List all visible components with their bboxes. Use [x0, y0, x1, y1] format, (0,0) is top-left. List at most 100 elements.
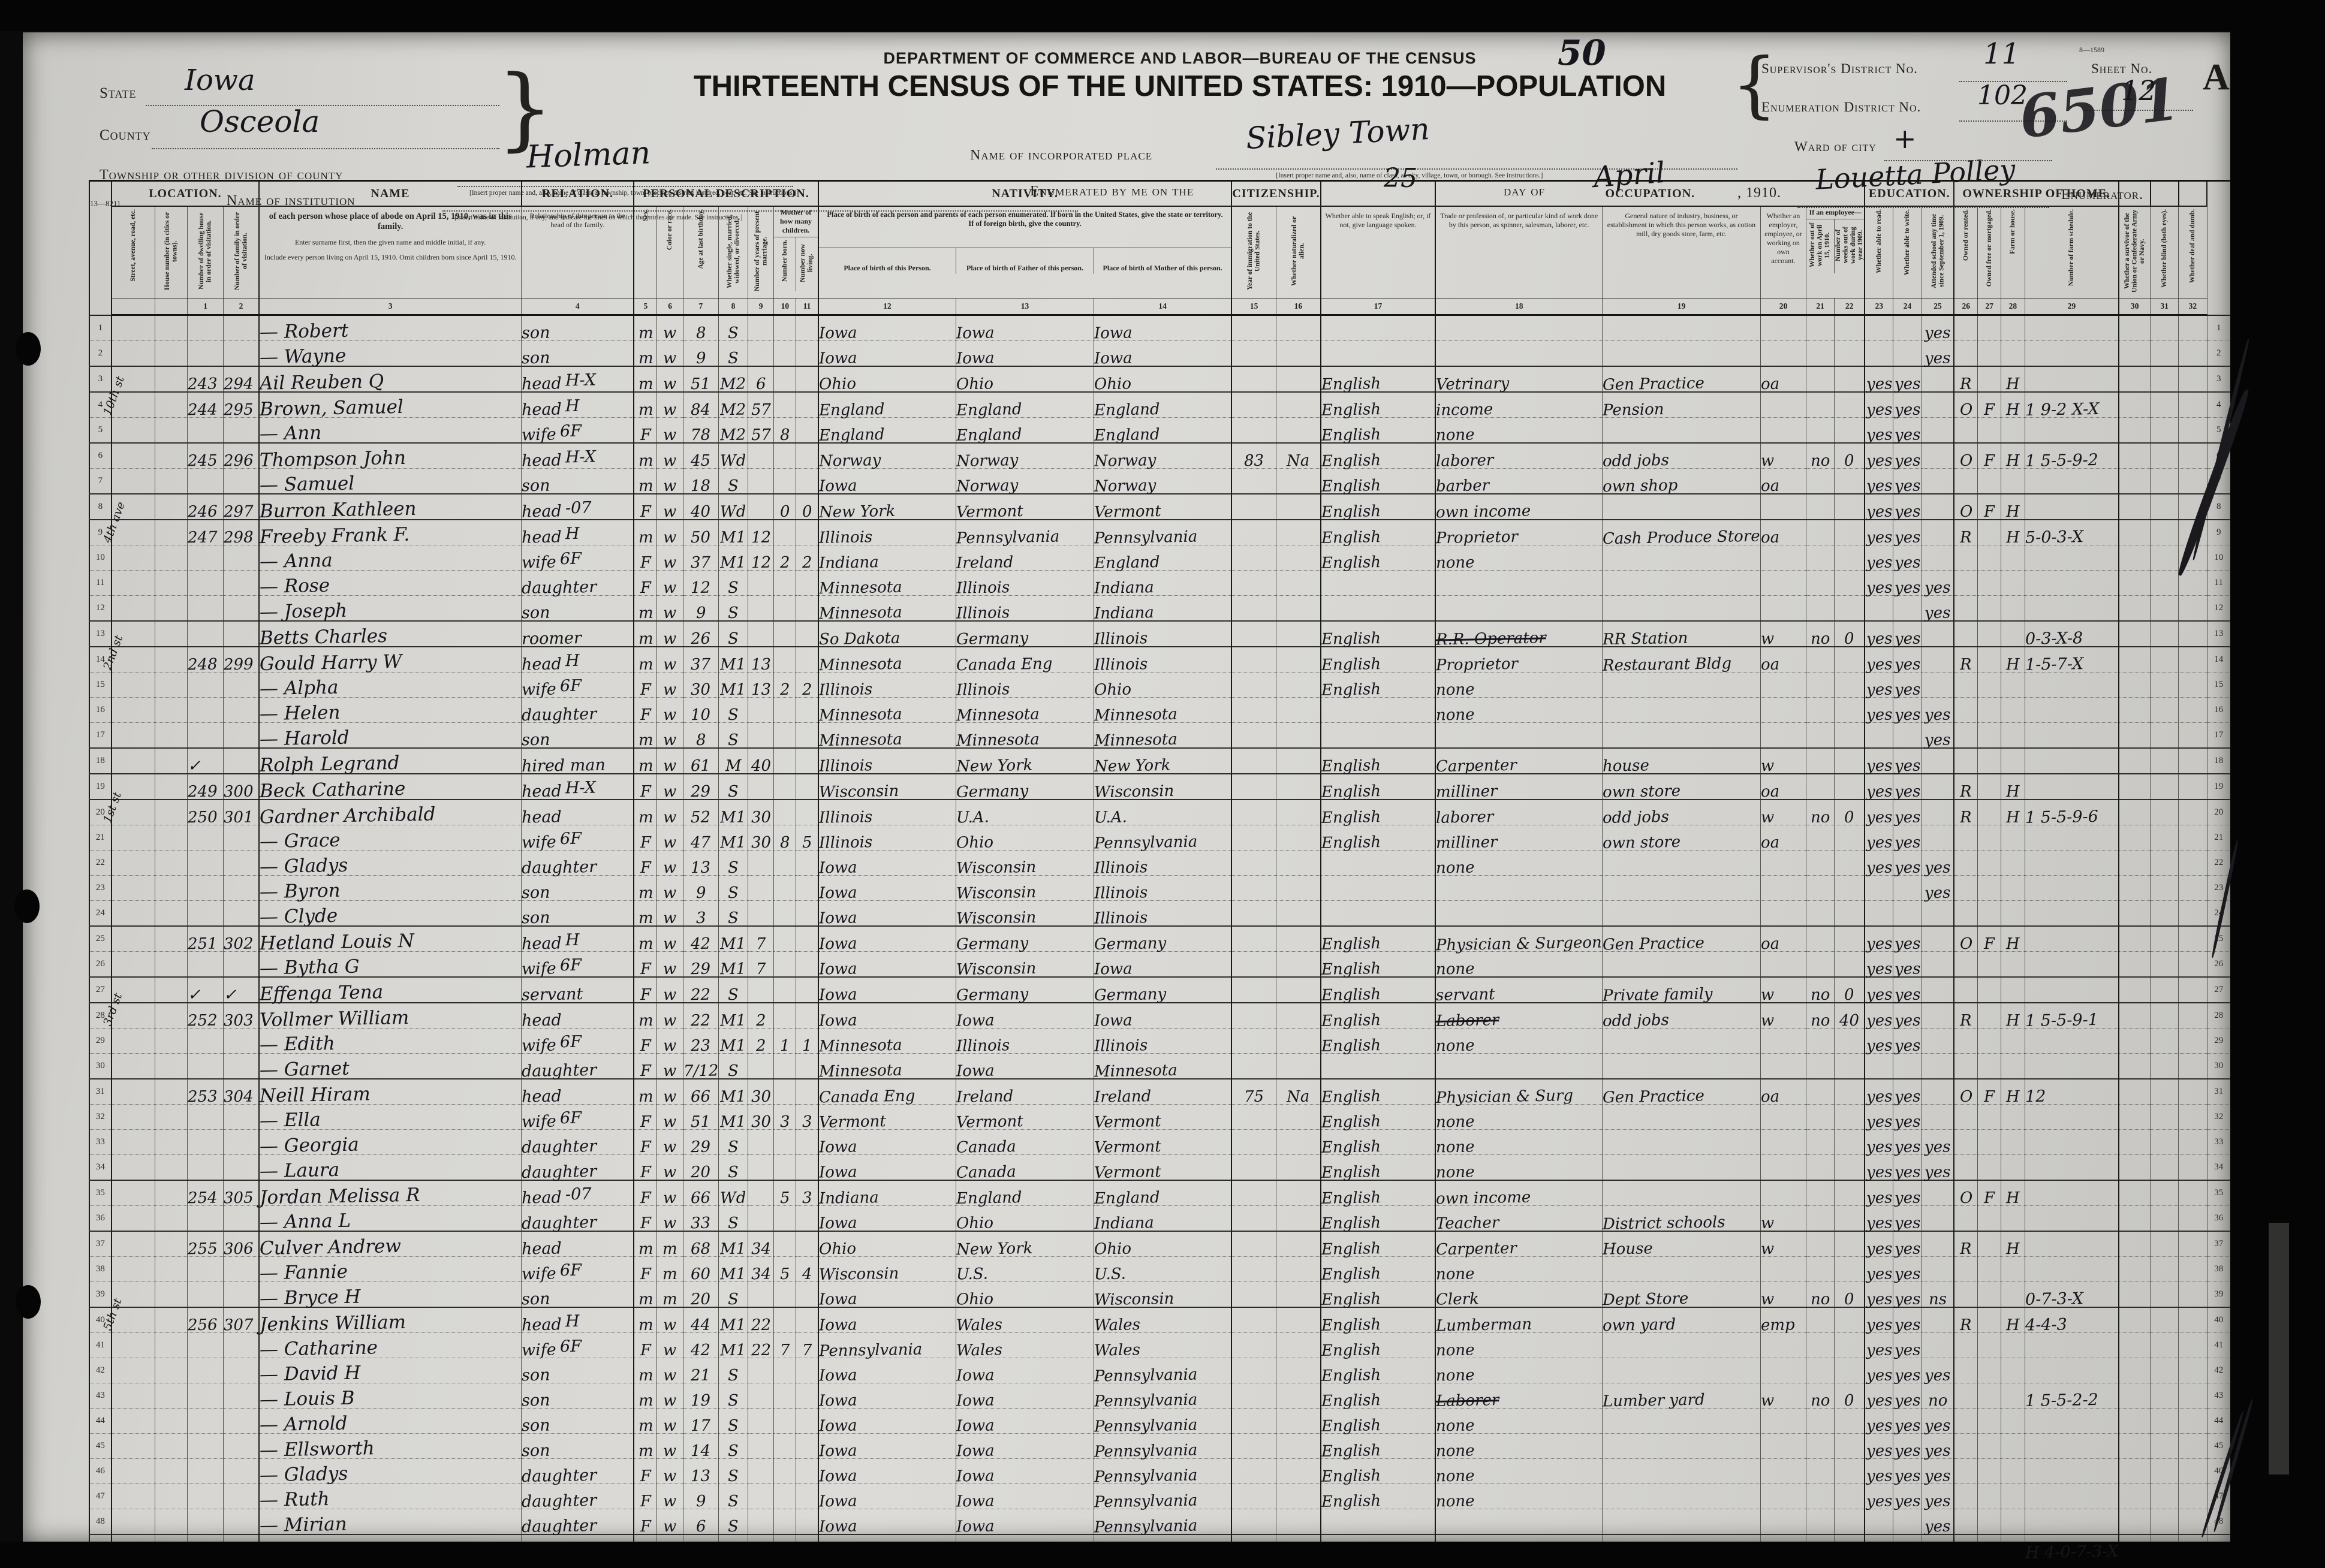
column-number: 24	[1893, 298, 1922, 316]
cell-fam	[223, 1028, 260, 1054]
cell-fam	[223, 697, 260, 723]
cell-sched	[2025, 773, 2120, 800]
cell-emp	[1760, 315, 1807, 341]
cell-bpm: Wales	[1094, 1332, 1233, 1359]
section-header: CITIZENSHIP.	[1231, 180, 1321, 207]
cell-house	[155, 672, 188, 698]
cell-emp	[1760, 1358, 1807, 1383]
cell-mar: S	[718, 850, 748, 877]
cell-rd: yes	[1865, 925, 1894, 953]
cell-nat	[1276, 722, 1321, 749]
cell-bp: Iowa	[818, 1002, 957, 1030]
cell-wk	[1834, 545, 1866, 571]
cell-ind	[1602, 672, 1761, 698]
cell-sc	[1922, 1078, 1955, 1105]
cell-col: w	[656, 976, 683, 1004]
cell-mar: M1	[718, 1231, 748, 1258]
cell-yrs	[748, 773, 775, 800]
column-number: 14	[1094, 298, 1233, 316]
cell-c31	[2150, 672, 2179, 698]
cell-sched	[2025, 1104, 2120, 1130]
cell-o27	[1977, 747, 2001, 774]
cell-emp	[1760, 1154, 1807, 1181]
cell-mar: S	[718, 1129, 748, 1156]
cell-c30	[2119, 1256, 2151, 1282]
table-row: 1— Robert son m w 8 S Iowa Iowa Iowa yes 1	[89, 315, 2231, 343]
table-row: 20 1st st 250 301 Gardner Archibald head m w 52 M…	[89, 791, 2231, 828]
cell-age: 37	[683, 545, 719, 572]
cell-o27	[1977, 1104, 2001, 1130]
cell-c31	[2150, 1205, 2179, 1232]
cell-name: — Gladys	[259, 1458, 522, 1486]
cell-rel: head	[521, 799, 635, 827]
cell-fam	[223, 468, 260, 494]
cell-rel: head H	[521, 925, 635, 953]
cell-house	[155, 850, 188, 876]
cell-bpm: Germany	[1094, 925, 1233, 954]
cell-o26	[1954, 697, 1978, 723]
cell-lang: English	[1320, 773, 1436, 801]
cell-yrs: 34	[748, 1256, 775, 1283]
cell-sex: m	[634, 875, 658, 902]
cell-wk	[1834, 366, 1866, 393]
cell-emp	[1760, 1332, 1807, 1358]
cell-occ: none	[1435, 850, 1603, 877]
cell-o27	[1977, 417, 2001, 444]
cell-yrs	[748, 468, 775, 494]
cell-house	[155, 825, 188, 851]
cell-house	[155, 1104, 188, 1130]
cell-age: 37	[683, 646, 719, 674]
cell-ind	[1602, 545, 1761, 571]
cell-o26	[1954, 1104, 1978, 1130]
cell-bpf: Ohio	[956, 1205, 1094, 1232]
cell-ind	[1602, 697, 1761, 723]
cell-dw	[187, 951, 224, 978]
cell-age: 6	[683, 1509, 719, 1536]
cell-col: w	[656, 799, 683, 827]
cell-o28: H	[2001, 1180, 2025, 1207]
cell-bp: Iowa	[818, 1205, 957, 1232]
cell-nat	[1276, 1205, 1321, 1232]
page-title: THIRTEENTH CENSUS OF THE UNITED STATES: …	[693, 70, 1667, 102]
cell-nat	[1276, 417, 1321, 444]
cell-dw: 246	[187, 493, 224, 521]
cell-lang: English	[1320, 951, 1436, 978]
cell-bpm: Pennsylvania	[1094, 1383, 1233, 1410]
cell-o28: H	[2001, 646, 2025, 674]
cell-bpf: England	[956, 417, 1094, 445]
cell-lang	[1320, 850, 1436, 876]
cell-col: m	[656, 1231, 683, 1258]
column-number: 8	[718, 298, 748, 316]
cell-o26	[1954, 1509, 1978, 1535]
cell-name: — Ruth	[259, 1483, 522, 1511]
cell-cl	[796, 315, 819, 341]
cell-bp: Wisconsin	[818, 773, 957, 801]
cell-rd: yes	[1865, 1408, 1894, 1435]
cell-cb	[773, 773, 797, 800]
cell-fam	[223, 1281, 260, 1308]
cell-cl	[796, 1383, 819, 1409]
cell-imm	[1231, 468, 1277, 494]
cell-c30	[2119, 1433, 2151, 1459]
cell-age: 8	[683, 315, 719, 342]
cell-occ: Proprietor	[1435, 646, 1603, 674]
cell-wr: yes	[1893, 1281, 1922, 1308]
cell-o26	[1954, 951, 1978, 978]
cell-nat	[1276, 1053, 1321, 1079]
cell-cl	[796, 925, 819, 952]
cell-lang	[1320, 722, 1436, 749]
cell-ow	[1806, 417, 1835, 444]
cell-mar: S	[718, 697, 748, 724]
cell-sched	[2025, 1205, 2120, 1232]
cell-c30	[2119, 315, 2151, 341]
cell-o28	[2001, 672, 2025, 698]
cell-name: — Joseph	[259, 595, 522, 623]
group-header-natg: Place of birth of each person and parent…	[818, 206, 1233, 298]
cell-yrs: 22	[748, 1332, 775, 1359]
cell-mar: Wd	[718, 1180, 748, 1207]
cell-rd: yes	[1865, 1028, 1894, 1055]
cell-dw	[187, 875, 224, 901]
cell-o28	[2001, 1205, 2025, 1232]
